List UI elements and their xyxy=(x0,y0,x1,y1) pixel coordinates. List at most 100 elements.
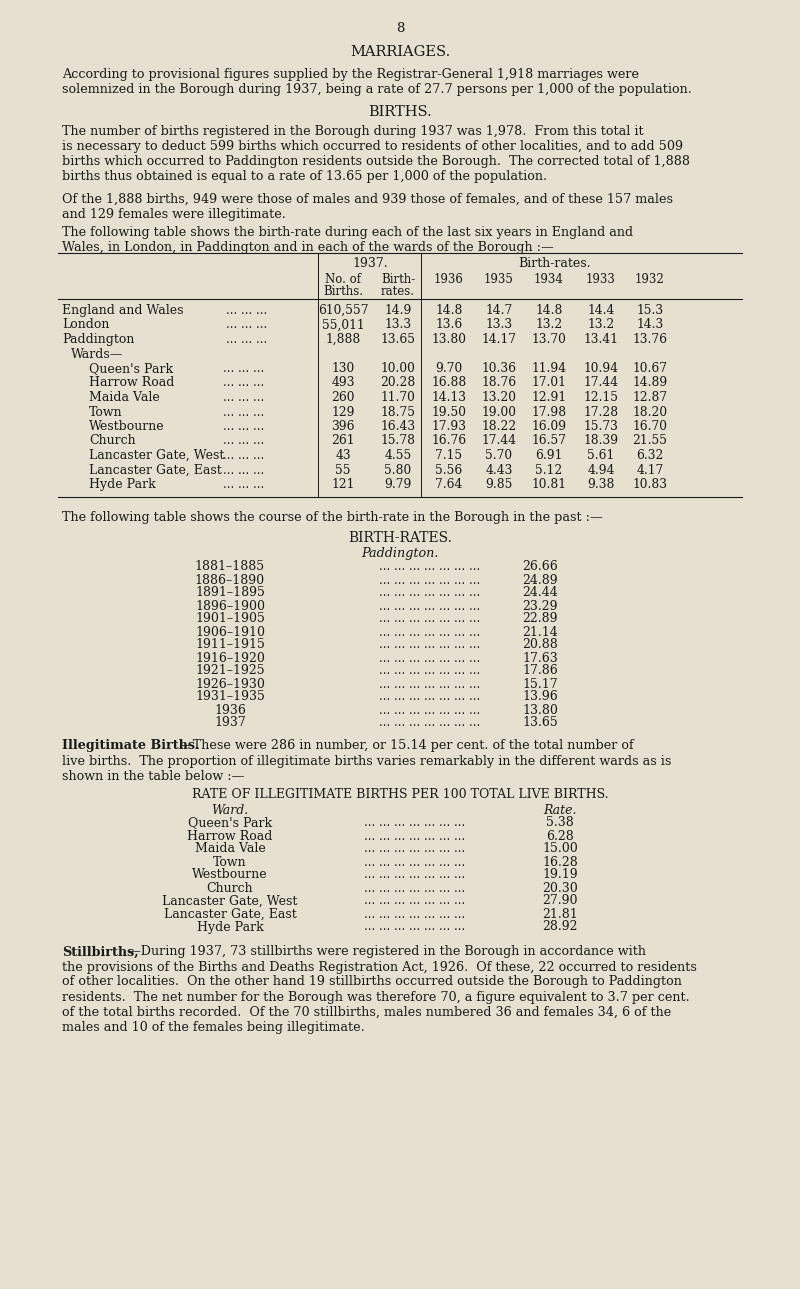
Text: —During 1937, 73 stillbirths were registered in the Borough in accordance with: —During 1937, 73 stillbirths were regist… xyxy=(128,946,646,959)
Text: 13.41: 13.41 xyxy=(583,333,618,345)
Text: Lancaster Gate, West: Lancaster Gate, West xyxy=(162,895,298,907)
Text: The following table shows the course of the birth-rate in the Borough in the pas: The following table shows the course of … xyxy=(62,510,602,523)
Text: is necessary to deduct 599 births which occurred to residents of other localitie: is necessary to deduct 599 births which … xyxy=(62,141,683,153)
Text: BIRTH-RATES.: BIRTH-RATES. xyxy=(348,531,452,544)
Text: 14.3: 14.3 xyxy=(636,318,664,331)
Text: live births.  The proportion of illegitimate births varies remarkably in the dif: live births. The proportion of illegitim… xyxy=(62,754,671,767)
Text: 493: 493 xyxy=(331,376,354,389)
Text: 13.76: 13.76 xyxy=(633,333,667,345)
Text: 14.13: 14.13 xyxy=(431,391,466,403)
Text: 16.76: 16.76 xyxy=(431,434,466,447)
Text: 5.70: 5.70 xyxy=(486,449,513,461)
Text: 13.2: 13.2 xyxy=(587,318,614,331)
Text: 27.90: 27.90 xyxy=(542,895,578,907)
Text: 10.00: 10.00 xyxy=(381,362,415,375)
Text: Hyde Park: Hyde Park xyxy=(197,920,263,933)
Text: Wards—: Wards— xyxy=(71,348,123,361)
Text: Illegitimate Births.: Illegitimate Births. xyxy=(62,740,199,753)
Text: ... ... ... ... ... ... ...: ... ... ... ... ... ... ... xyxy=(364,869,466,882)
Text: 17.98: 17.98 xyxy=(531,406,566,419)
Text: 26.66: 26.66 xyxy=(522,561,558,574)
Text: ... ... ... ... ... ... ...: ... ... ... ... ... ... ... xyxy=(364,920,466,933)
Text: Maida Vale: Maida Vale xyxy=(89,391,160,403)
Text: males and 10 of the females being illegitimate.: males and 10 of the females being illegi… xyxy=(62,1021,365,1034)
Text: 15.3: 15.3 xyxy=(637,304,663,317)
Text: 13.65: 13.65 xyxy=(381,333,415,345)
Text: 14.8: 14.8 xyxy=(535,304,562,317)
Text: 16.57: 16.57 xyxy=(531,434,566,447)
Text: ... ... ... ... ... ... ...: ... ... ... ... ... ... ... xyxy=(379,574,481,586)
Text: 1886–1890: 1886–1890 xyxy=(195,574,265,586)
Text: ... ... ... ... ... ... ...: ... ... ... ... ... ... ... xyxy=(364,856,466,869)
Text: ... ... ...: ... ... ... xyxy=(223,376,265,389)
Text: births which occurred to Paddington residents outside the Borough.  The correcte: births which occurred to Paddington resi… xyxy=(62,155,690,168)
Text: 15.00: 15.00 xyxy=(542,843,578,856)
Text: 1881–1885: 1881–1885 xyxy=(195,561,265,574)
Text: 4.94: 4.94 xyxy=(587,464,614,477)
Text: 130: 130 xyxy=(331,362,354,375)
Text: 22.89: 22.89 xyxy=(522,612,558,625)
Text: ... ... ... ... ... ... ...: ... ... ... ... ... ... ... xyxy=(379,612,481,625)
Text: 396: 396 xyxy=(331,420,354,433)
Text: 21.14: 21.14 xyxy=(522,625,558,638)
Text: 261: 261 xyxy=(331,434,354,447)
Text: 18.22: 18.22 xyxy=(482,420,517,433)
Text: 16.70: 16.70 xyxy=(633,420,667,433)
Text: 5.38: 5.38 xyxy=(546,816,574,830)
Text: 20.28: 20.28 xyxy=(380,376,416,389)
Text: 10.81: 10.81 xyxy=(531,478,566,491)
Text: 1933: 1933 xyxy=(586,273,616,286)
Text: Maida Vale: Maida Vale xyxy=(194,843,266,856)
Text: 13.3: 13.3 xyxy=(486,318,513,331)
Text: ... ... ...: ... ... ... xyxy=(223,449,265,461)
Text: 17.86: 17.86 xyxy=(522,665,558,678)
Text: Hyde Park: Hyde Park xyxy=(89,478,156,491)
Text: 6.32: 6.32 xyxy=(636,449,664,461)
Text: 1,888: 1,888 xyxy=(326,333,361,345)
Text: births thus obtained is equal to a rate of 13.65 per 1,000 of the population.: births thus obtained is equal to a rate … xyxy=(62,170,547,183)
Text: BIRTHS.: BIRTHS. xyxy=(368,104,432,119)
Text: 21.55: 21.55 xyxy=(633,434,667,447)
Text: 10.94: 10.94 xyxy=(583,362,618,375)
Text: Births.: Births. xyxy=(323,285,363,298)
Text: ... ... ...: ... ... ... xyxy=(223,478,265,491)
Text: 18.20: 18.20 xyxy=(633,406,667,419)
Text: 9.38: 9.38 xyxy=(587,478,614,491)
Text: ... ... ... ... ... ... ...: ... ... ... ... ... ... ... xyxy=(364,816,466,830)
Text: solemnized in the Borough during 1937, being a rate of 27.7 persons per 1,000 of: solemnized in the Borough during 1937, b… xyxy=(62,82,692,95)
Text: 13.80: 13.80 xyxy=(522,704,558,717)
Text: 12.91: 12.91 xyxy=(531,391,566,403)
Text: ... ... ...: ... ... ... xyxy=(223,362,265,375)
Text: 13.2: 13.2 xyxy=(535,318,562,331)
Text: ... ... ...: ... ... ... xyxy=(223,434,265,447)
Text: the provisions of the Births and Deaths Registration Act, 1926.  Of these, 22 oc: the provisions of the Births and Deaths … xyxy=(62,960,697,973)
Text: ... ... ... ... ... ... ...: ... ... ... ... ... ... ... xyxy=(379,625,481,638)
Text: 1936: 1936 xyxy=(434,273,464,286)
Text: 10.67: 10.67 xyxy=(633,362,667,375)
Text: 5.61: 5.61 xyxy=(587,449,614,461)
Text: ... ... ... ... ... ... ...: ... ... ... ... ... ... ... xyxy=(379,638,481,651)
Text: 4.55: 4.55 xyxy=(384,449,412,461)
Text: residents.  The net number for the Borough was therefore 70, a figure equivalent: residents. The net number for the Boroug… xyxy=(62,990,690,1004)
Text: 1901–1905: 1901–1905 xyxy=(195,612,265,625)
Text: 20.30: 20.30 xyxy=(542,882,578,895)
Text: 8: 8 xyxy=(396,22,404,35)
Text: The following table shows the birth-rate during each of the last six years in En: The following table shows the birth-rate… xyxy=(62,226,633,238)
Text: 18.76: 18.76 xyxy=(482,376,517,389)
Text: 19.50: 19.50 xyxy=(431,406,466,419)
Text: Church: Church xyxy=(206,882,254,895)
Text: The number of births registered in the Borough during 1937 was 1,978.  From this: The number of births registered in the B… xyxy=(62,125,644,138)
Text: ... ... ... ... ... ... ...: ... ... ... ... ... ... ... xyxy=(364,895,466,907)
Text: ... ... ...: ... ... ... xyxy=(223,406,265,419)
Text: 610,557: 610,557 xyxy=(318,304,368,317)
Text: 10.36: 10.36 xyxy=(482,362,517,375)
Text: ... ... ... ... ... ... ...: ... ... ... ... ... ... ... xyxy=(364,882,466,895)
Text: 121: 121 xyxy=(331,478,354,491)
Text: 1926–1930: 1926–1930 xyxy=(195,678,265,691)
Text: —These were 286 in number, or 15.14 per cent. of the total number of: —These were 286 in number, or 15.14 per … xyxy=(180,740,634,753)
Text: Queen's Park: Queen's Park xyxy=(89,362,173,375)
Text: 14.17: 14.17 xyxy=(482,333,517,345)
Text: rates.: rates. xyxy=(381,285,415,298)
Text: 16.43: 16.43 xyxy=(381,420,415,433)
Text: 5.80: 5.80 xyxy=(384,464,412,477)
